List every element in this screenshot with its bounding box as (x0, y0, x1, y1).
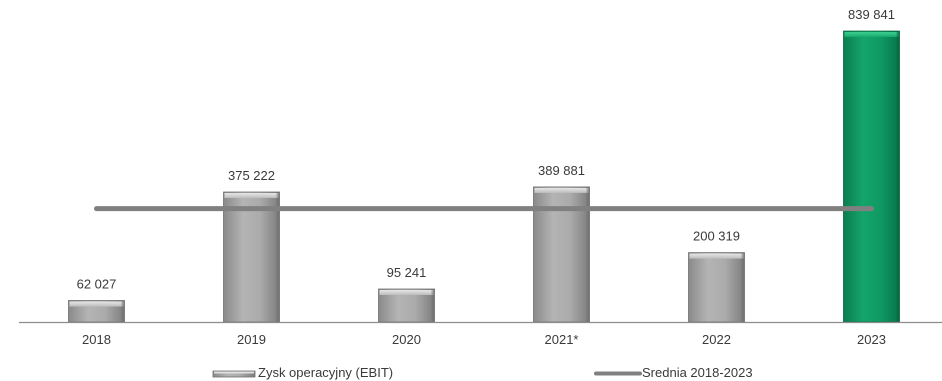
value-label: 389 881 (538, 163, 585, 178)
bar-shadow (121, 300, 125, 322)
bar-2020 (378, 288, 435, 323)
x-tick-label: 2019 (237, 332, 266, 347)
bar-bevel (689, 253, 744, 259)
bar-shadow (741, 252, 745, 322)
legend: Zysk operacyjny (EBIT) Srednia 2018-2023 (212, 365, 753, 380)
bar-bevel (534, 187, 589, 193)
value-label: 95 241 (387, 265, 427, 280)
bar-body (688, 252, 745, 323)
bar-2019 (223, 191, 280, 323)
x-tick-label: 2023 (857, 332, 886, 347)
value-label: 375 222 (228, 168, 275, 183)
x-tick-label: 2018 (82, 332, 111, 347)
value-label: 62 027 (77, 277, 117, 292)
bars-group (68, 30, 900, 323)
bar-bevel (379, 290, 434, 296)
bar-swatch-icon (212, 370, 256, 378)
bar-bevel (844, 32, 899, 38)
legend-label-average: Srednia 2018-2023 (642, 365, 753, 380)
bar-shadow (896, 31, 900, 322)
value-labels: 62 027 375 222 95 241 389 881 200 319 839 841 (77, 7, 895, 291)
x-tick-label: 2021* (545, 332, 579, 347)
legend-label-ebit: Zysk operacyjny (EBIT) (258, 365, 393, 380)
bar-bevel (69, 301, 124, 307)
bar-shadow (586, 186, 590, 322)
bar-2022 (688, 252, 745, 323)
value-label: 200 319 (693, 229, 740, 244)
bar-bevel (224, 193, 279, 199)
value-label: 839 841 (848, 7, 895, 22)
x-tick-labels: 2018 2019 2020 2021* 2022 2023 (82, 332, 886, 347)
x-tick-label: 2020 (392, 332, 421, 347)
bar-2023 (843, 30, 900, 323)
bar-body (843, 30, 900, 323)
legend-item-average: Srednia 2018-2023 (594, 365, 753, 380)
legend-item-ebit: Zysk operacyjny (EBIT) (212, 365, 393, 380)
x-tick-label: 2022 (702, 332, 731, 347)
bar-shadow (276, 192, 280, 322)
bar-shadow (431, 289, 435, 322)
bar-body (223, 191, 280, 323)
bar-2018 (68, 300, 125, 323)
